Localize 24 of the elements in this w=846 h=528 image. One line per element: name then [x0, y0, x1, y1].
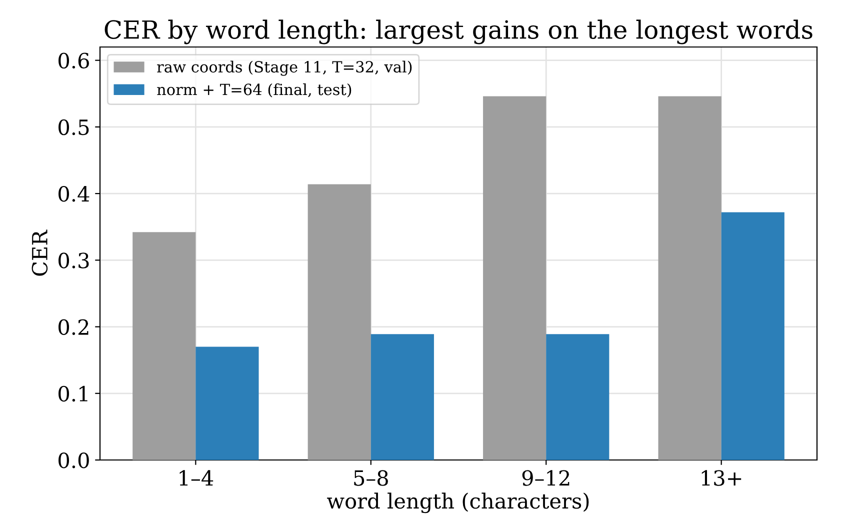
- y-tick-label: 0.2: [58, 319, 88, 335]
- x-axis-title: word length (characters): [327, 492, 589, 514]
- x-tick-label: 9–12: [522, 470, 570, 486]
- y-tick-label: 0.6: [58, 52, 89, 69]
- x-tick-label: 13+: [702, 470, 742, 486]
- bar: [196, 346, 259, 460]
- y-tick-label: 0.3: [58, 252, 89, 268]
- y-tick-label: 0.4: [58, 186, 90, 202]
- bar: [546, 334, 610, 460]
- bar: [658, 96, 722, 460]
- y-tick-label: 0.1: [58, 386, 88, 402]
- bar: [308, 184, 371, 460]
- y-tick-label: 0.0: [58, 452, 89, 468]
- bar: [132, 232, 196, 460]
- legend-label: raw coords (Stage 11, T=32, val): [157, 60, 412, 76]
- y-tick-label: 0.5: [58, 119, 89, 136]
- chart-title: CER by word length: largest gains on the longest words: [104, 20, 812, 44]
- bar: [370, 334, 434, 460]
- bar: [483, 96, 546, 460]
- legend-label: norm + T=64 (final, test): [157, 83, 352, 98]
- x-tick-label: 5–8: [354, 470, 388, 486]
- x-tick-label: 1–4: [180, 470, 214, 486]
- y-axis-title: CER: [32, 230, 48, 276]
- bar: [721, 212, 784, 460]
